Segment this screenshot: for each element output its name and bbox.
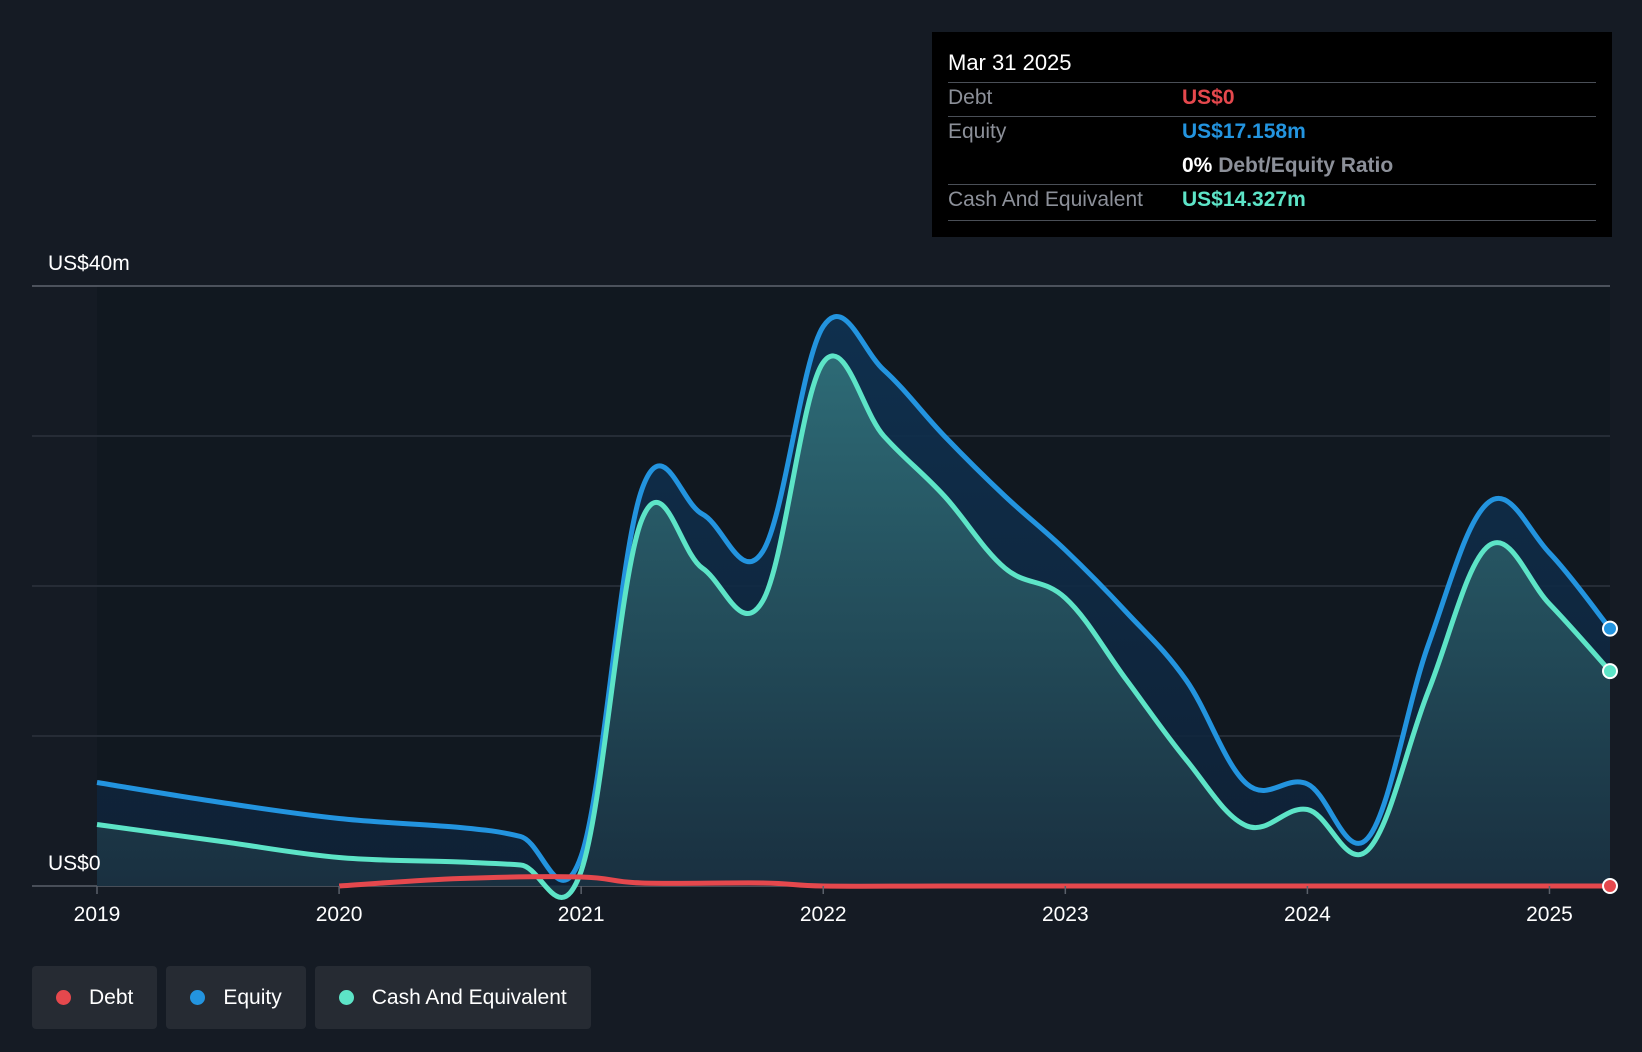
legend-dot-debt [56,990,71,1005]
x-tick-label: 2022 [800,903,847,926]
tooltip-ratio-label: Debt/Equity Ratio [1218,154,1394,177]
legend-dot-equity [190,990,206,1005]
legend-label-cash: Cash And Equivalent [371,985,567,1009]
tooltip-ratio-value: 0% [1182,154,1213,177]
tooltip-cash-value: US$14.327m [1182,188,1306,211]
tooltip-equity-value: US$17.158m [1182,120,1306,143]
y-tick-label-zero: US$0 [48,852,101,875]
tooltip-debt-label: Debt [948,86,993,109]
y-tick-label-top: US$40m [48,252,130,275]
x-tick-label: 2024 [1284,903,1331,926]
tooltip-panel: Mar 31 2025 Debt US$0 Equity US$17.158m … [932,32,1612,237]
x-tick-label: 2021 [558,903,605,926]
legend-item-equity[interactable]: Equity [166,966,306,1029]
x-tick-label: 2020 [316,903,363,926]
cash-line [96,353,1612,900]
cash-end-point [1602,663,1618,680]
tooltip-cash-label: Cash And Equivalent [948,188,1143,211]
debt-end-point [1602,878,1618,894]
tooltip-divider [948,116,1596,117]
legend-label-equity: Equity [223,985,282,1009]
cash-area [97,355,1610,898]
tooltip-debt-value: US$0 [1182,86,1235,109]
tooltip-divider [948,184,1596,185]
chart-legend: Debt Equity Cash And Equivalent [32,966,591,1029]
legend-item-cash[interactable]: Cash And Equivalent [314,966,591,1029]
equity-end-point [1602,620,1618,637]
x-tick-label: 2025 [1526,903,1573,926]
tooltip-divider [948,220,1596,221]
legend-dot-cash [338,990,354,1005]
x-tick-label: 2023 [1042,903,1089,926]
tooltip-divider [948,82,1596,83]
x-tick-label: 2019 [74,903,121,926]
tooltip-ratio: 0% Debt/Equity Ratio [1182,154,1393,178]
legend-item-debt[interactable]: Debt [32,966,158,1029]
tooltip-date: Mar 31 2025 [948,50,1072,75]
equity-line [96,314,1612,883]
legend-label-debt: Debt [89,985,134,1009]
tooltip-equity-label: Equity [948,120,1007,143]
